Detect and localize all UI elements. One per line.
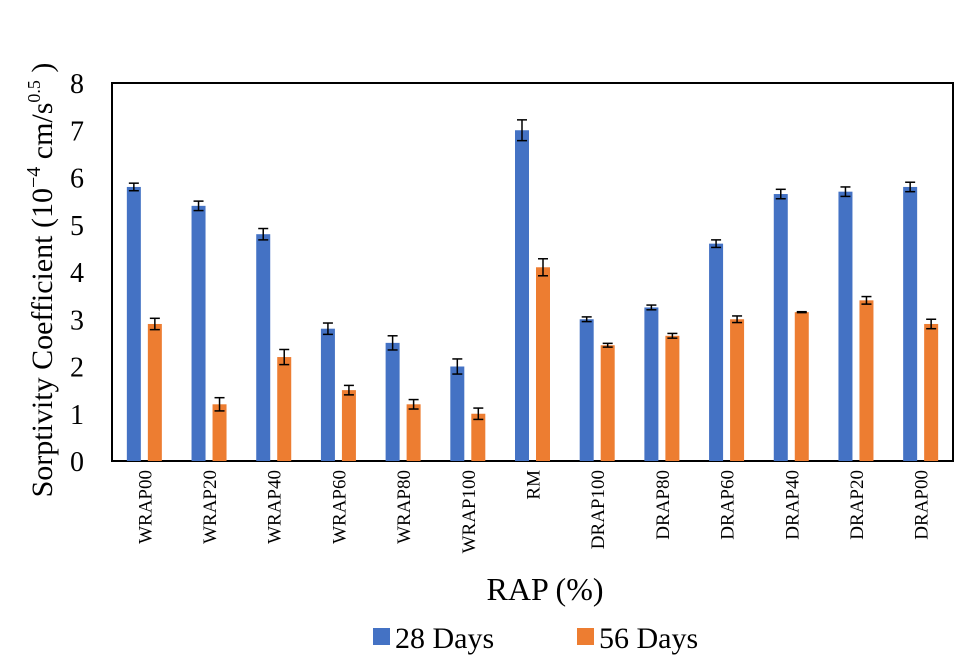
x-tick-label: WRAP80: [394, 470, 415, 544]
x-axis-title: RAP (%): [486, 571, 603, 607]
bar: [471, 413, 486, 461]
legend: 28 Days 56 Days: [373, 622, 698, 655]
bar: [385, 342, 400, 461]
bar: [709, 243, 724, 461]
plot-frame: [111, 82, 954, 462]
bar: [794, 312, 809, 461]
bar: [600, 345, 615, 461]
legend-swatch: [577, 628, 594, 645]
y-tick-label: 3: [70, 305, 84, 336]
y-tick-label: 8: [70, 69, 84, 100]
bar: [536, 267, 550, 461]
bar: [406, 404, 421, 461]
y-tick-label: 7: [70, 116, 84, 147]
x-tick-label: DRAP80: [653, 470, 674, 540]
y-axis-title: Sorptivity Coefficient (10−4 cm/s0.5 ): [23, 63, 59, 498]
bar: [859, 300, 874, 461]
x-tick-label: WRAP60: [329, 470, 350, 544]
bar: [903, 186, 918, 461]
bar: [212, 404, 227, 461]
x-tick-label: WRAP40: [265, 470, 286, 544]
bar: [644, 307, 659, 461]
bar: [773, 194, 788, 461]
bar: [579, 319, 594, 461]
bar: [126, 186, 141, 461]
y-axis-title-exponent-2: 0.5: [24, 80, 44, 103]
y-axis-title-end: ): [26, 63, 59, 81]
bar: [256, 234, 271, 461]
y-tick-label: 6: [70, 164, 84, 195]
x-axis-ticks: WRAP00 WRAP20 WRAP40 WRAP60 WRAP80 WRAP100 RM D…: [135, 470, 932, 554]
y-tick-label: 1: [70, 400, 84, 431]
x-tick-label: DRAP60: [718, 470, 739, 540]
y-tick-label: 0: [70, 447, 84, 478]
series-0: [126, 119, 918, 462]
bar: [838, 191, 853, 462]
bar: [147, 323, 162, 461]
x-tick-label: DRAP00: [912, 470, 933, 540]
x-tick-label: DRAP40: [782, 470, 803, 540]
y-axis-title-exponent-1: −4: [23, 167, 45, 188]
y-tick-label: 2: [70, 353, 84, 384]
x-tick-label: DRAP100: [588, 470, 609, 549]
legend-swatch: [373, 628, 390, 645]
bar: [450, 366, 465, 461]
legend-label: 56 Days: [599, 622, 698, 655]
x-tick-label: WRAP20: [200, 470, 221, 544]
y-tick-label: 5: [70, 211, 84, 242]
x-tick-label: RM: [524, 470, 545, 500]
bar: [191, 205, 206, 461]
y-axis-ticks: 0 1 2 3 4 5 6 7 8: [70, 69, 84, 478]
bar: [665, 335, 680, 461]
bar: [515, 130, 529, 461]
series-1: [147, 258, 939, 461]
bar: [924, 323, 939, 461]
y-axis-title-main: Sorptivity Coefficient (10: [26, 188, 59, 497]
y-axis-title-unit: cm/s: [26, 103, 59, 167]
legend-label: 28 Days: [395, 622, 494, 655]
bar: [320, 328, 335, 461]
y-tick-label: 4: [70, 258, 84, 289]
bar: [341, 390, 356, 461]
bar: [277, 357, 292, 461]
x-tick-label: WRAP100: [459, 470, 480, 553]
x-tick-label: DRAP20: [847, 470, 868, 540]
plot-area: [111, 82, 954, 462]
x-tick-label: WRAP00: [135, 470, 156, 544]
bar: [730, 319, 745, 461]
